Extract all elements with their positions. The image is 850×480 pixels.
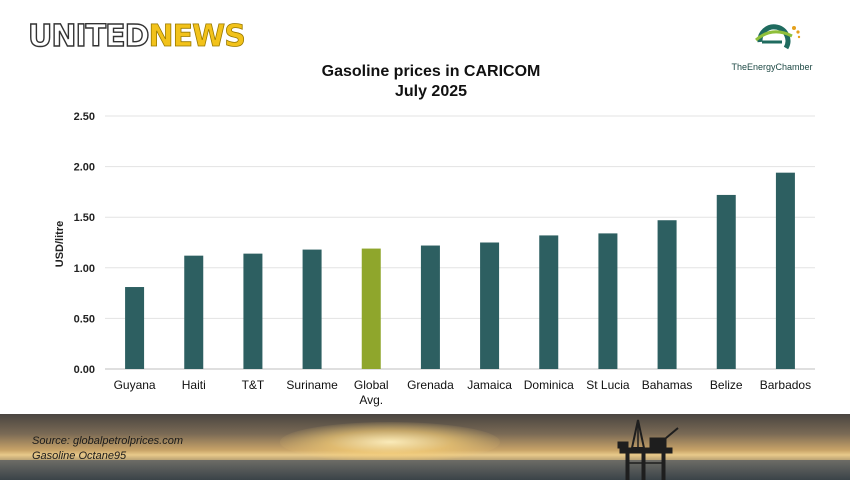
x-tick-label: Bahamas bbox=[642, 378, 693, 392]
x-tick-label-line: St Lucia bbox=[586, 378, 630, 392]
bar bbox=[716, 194, 736, 369]
y-tick-label: 0.00 bbox=[74, 364, 95, 376]
bar bbox=[539, 235, 559, 369]
x-tick-label-line: Suriname bbox=[286, 378, 338, 392]
bar bbox=[243, 253, 263, 369]
footer-banner: Source: globalpetrolprices.com Gasoline … bbox=[0, 414, 850, 480]
x-tick-label-line: Barbados bbox=[760, 378, 811, 392]
chart-subtitle: July 2025 bbox=[394, 83, 468, 100]
x-tick-label-line: Global bbox=[354, 378, 389, 392]
x-tick-label: T&T bbox=[242, 378, 265, 392]
sunset-glow bbox=[280, 422, 500, 462]
energy-chamber-wordmark: TheEnergyChamber bbox=[731, 62, 813, 72]
bar-chart: 0.00 0.50 1.00 1.50 2.00 2.50 Guyana Haiti T&T Su… bbox=[74, 111, 815, 407]
x-tick-label-line: Dominica bbox=[524, 378, 574, 392]
y-tick-label: 2.00 bbox=[74, 162, 95, 174]
source-line: Source: globalpetrolprices.com bbox=[32, 435, 184, 447]
chart-title-block: Gasoline prices in CARICOM July 2025 bbox=[0, 62, 850, 102]
x-tick-label-line: Bahamas bbox=[642, 378, 693, 392]
bar bbox=[480, 242, 500, 369]
x-tick-label: Haiti bbox=[182, 378, 206, 392]
source-note: Source: globalpetrolprices.com Gasoline … bbox=[32, 434, 183, 464]
bar bbox=[184, 255, 204, 369]
bar bbox=[361, 248, 381, 369]
x-tick-label: Guyana bbox=[114, 378, 156, 392]
logo-part-united: UNITED bbox=[27, 19, 150, 54]
sea-horizon bbox=[0, 460, 850, 480]
x-tick-label-line: Haiti bbox=[182, 378, 206, 392]
y-tick-label: 0.50 bbox=[74, 313, 95, 325]
bar bbox=[420, 245, 440, 369]
x-tick-label: Grenada bbox=[407, 378, 454, 392]
x-tick-label-line: Jamaica bbox=[467, 378, 512, 392]
x-tick-label: Suriname bbox=[286, 378, 338, 392]
fuel-type-line: Gasoline Octane95 bbox=[32, 450, 127, 462]
x-tick-label: Barbados bbox=[760, 378, 811, 392]
oil-rig-icon bbox=[617, 419, 679, 480]
bar bbox=[302, 249, 322, 369]
energy-chamber-emblem-icon bbox=[755, 24, 801, 50]
logo-part-news: NEWS bbox=[148, 19, 246, 54]
united-news-logo: UNITEDNEWS bbox=[27, 19, 246, 54]
x-tick-label-line: T&T bbox=[242, 378, 265, 392]
bar bbox=[598, 233, 618, 369]
chart-title: Gasoline prices in CARICOM bbox=[321, 63, 541, 80]
x-tick-label: Jamaica bbox=[467, 378, 512, 392]
bar bbox=[657, 220, 677, 369]
x-tick-label-line: Grenada bbox=[407, 378, 454, 392]
bar bbox=[775, 172, 795, 369]
y-tick-label: 2.50 bbox=[74, 111, 95, 123]
bar bbox=[125, 287, 145, 369]
x-tick-label: St Lucia bbox=[586, 378, 630, 392]
x-tick-label-line: Belize bbox=[710, 378, 743, 392]
x-tick-label-line: Avg. bbox=[359, 393, 383, 407]
x-tick-label: Dominica bbox=[524, 378, 574, 392]
x-tick-label: Belize bbox=[710, 378, 743, 392]
y-tick-label: 1.00 bbox=[74, 263, 95, 275]
x-tick-label-line: Guyana bbox=[114, 378, 156, 392]
energy-chamber-logo: TheEnergyChamber bbox=[722, 18, 822, 80]
x-tick-label: Global Avg. bbox=[354, 378, 389, 407]
y-tick-label: 1.50 bbox=[74, 212, 95, 224]
